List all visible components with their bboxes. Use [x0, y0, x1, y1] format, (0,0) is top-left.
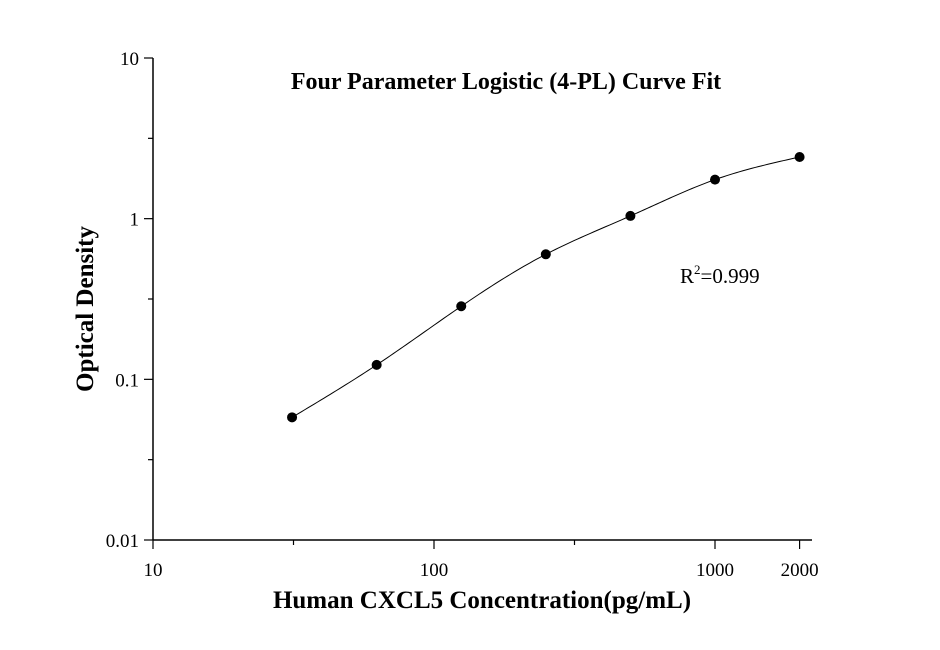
y-tick-label: 10: [120, 49, 139, 70]
r2-value: =0.999: [701, 264, 760, 288]
data-point: [710, 174, 720, 185]
data-point: [625, 210, 636, 221]
y-tick-label: 1: [130, 210, 140, 231]
x-tick-label: 10: [144, 560, 163, 581]
y-axis-label: Optical Density: [72, 226, 99, 392]
axes: [152, 58, 812, 541]
x-tick-label: 1000: [696, 560, 734, 581]
r2-superscript: 2: [694, 262, 701, 277]
x-tick-label: 100: [420, 560, 449, 581]
data-points: [287, 152, 805, 423]
data-point: [456, 301, 467, 312]
x-axis-label: Human CXCL5 Concentration(pg/mL): [273, 587, 691, 614]
r2-annotation: R2=0.999: [680, 262, 760, 288]
data-point: [540, 249, 551, 260]
ticks: [144, 57, 801, 549]
x-tick-label: 2000: [781, 560, 819, 581]
y-tick-label: 0.01: [106, 531, 139, 552]
r2-base: R: [680, 264, 694, 288]
data-point: [287, 412, 298, 423]
data-point: [794, 152, 805, 163]
chart-title: Four Parameter Logistic (4-PL) Curve Fit: [291, 69, 721, 95]
y-tick-label: 0.1: [115, 370, 139, 391]
data-point: [371, 359, 382, 370]
tick-labels: 10 100 1000 2000 0.01 0.1 1 10: [106, 49, 819, 581]
